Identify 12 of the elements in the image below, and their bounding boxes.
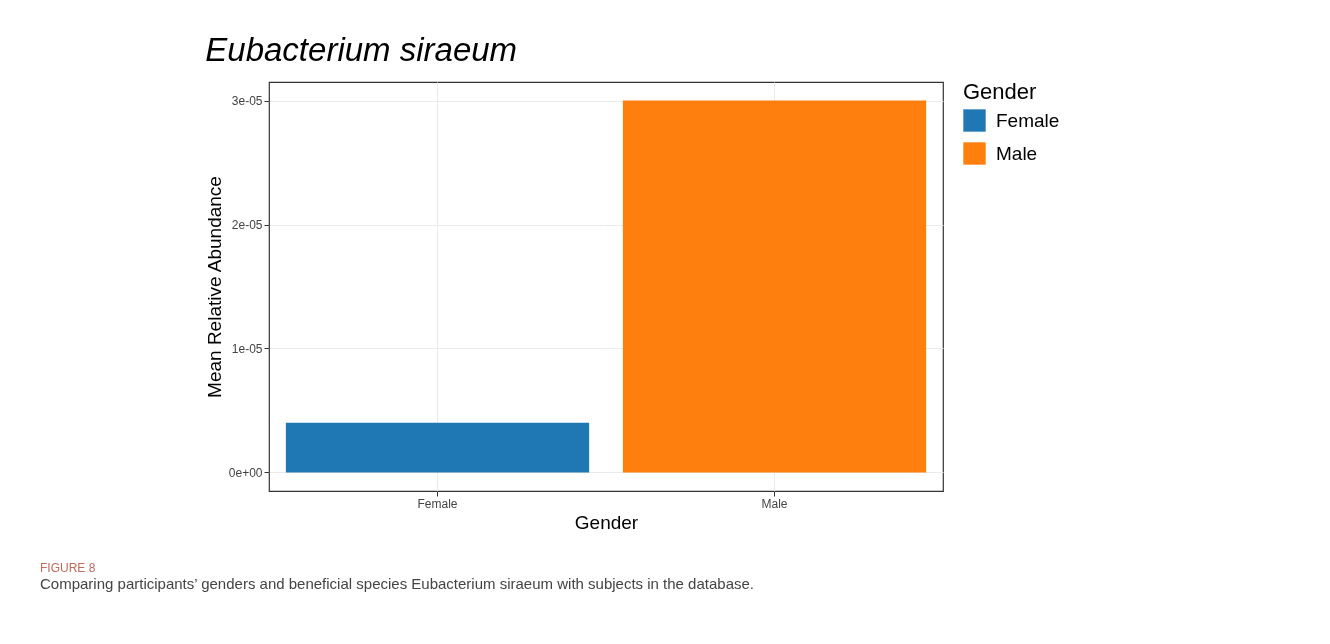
y-tick-label: 1e-05 (231, 341, 263, 356)
legend-title: Gender (963, 79, 1037, 104)
y-tick-label: 0e+00 (228, 465, 263, 480)
legend-label: Male (996, 142, 1038, 164)
y-tick-label: 2e-05 (231, 218, 263, 233)
x-axis-title: Gender (574, 511, 639, 533)
y-tick-label: 3e-05 (231, 94, 263, 109)
caption: FIGURE 8 (40, 561, 97, 575)
legend-label: Female (996, 109, 1060, 131)
chart-title: Eubacterium siraeum (205, 31, 518, 68)
y-axis-title: Mean Relative Abundance (203, 176, 225, 398)
text: Comparing participants’ genders and beneficial species Eubacterium siraeum with subjects in the database. (40, 575, 755, 592)
